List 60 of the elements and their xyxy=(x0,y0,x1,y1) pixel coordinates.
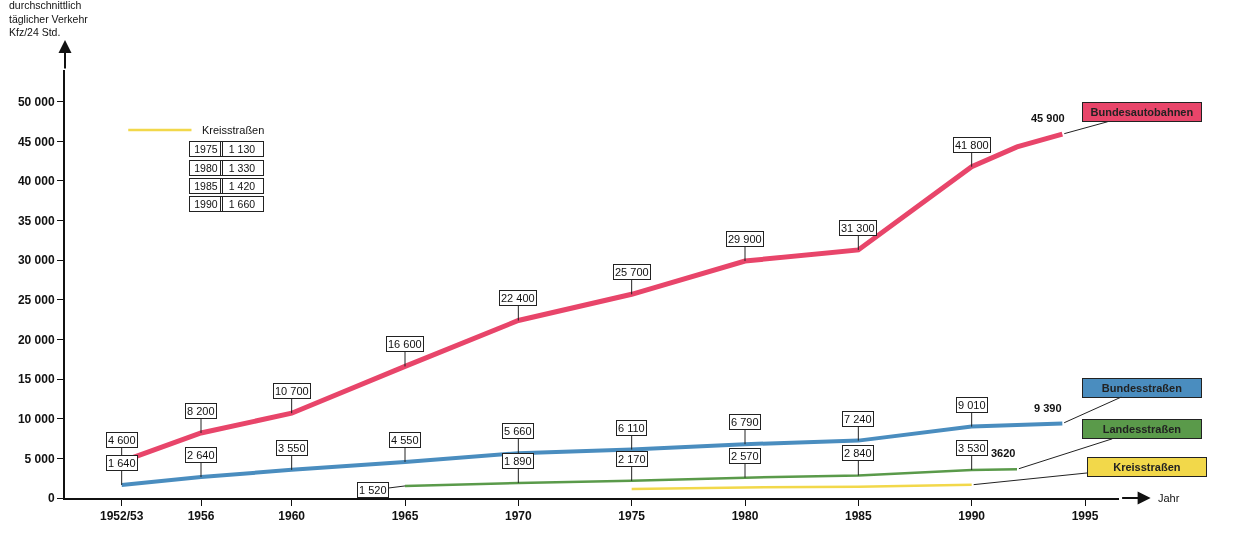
annotation: 1975 xyxy=(194,143,218,155)
data-label: 25 700 xyxy=(615,266,649,278)
name-tag: Kreisstraßen xyxy=(971,457,1207,486)
x-tick-label: 1960 xyxy=(278,509,306,524)
y-tick-label: 0 xyxy=(47,491,55,506)
data-label: 4 600 xyxy=(108,434,136,446)
data-label: 3 550 xyxy=(278,442,306,454)
annotation: 1 330 xyxy=(228,162,256,174)
x-tick-label: 1985 xyxy=(844,509,872,524)
data-label: 7 240 xyxy=(844,413,872,425)
data-label: 6 110 xyxy=(618,422,645,434)
x-tick-label: 1952/53 xyxy=(99,509,144,524)
data-label: 1 890 xyxy=(504,455,532,467)
data-label: 10 700 xyxy=(275,385,309,397)
annotation: 1990 xyxy=(194,198,218,210)
data-label: 2 170 xyxy=(618,453,646,465)
y-axis-title: durchschnittlich täglicher Verkehr Kfz/24 Std. xyxy=(9,0,89,39)
data-label: 45 900 xyxy=(1031,112,1065,124)
y-tick-label: 40 000 xyxy=(17,174,55,189)
data-label: 3 530 xyxy=(958,442,986,454)
annotation: 1 130 xyxy=(228,143,256,155)
y-tick-label: 20 000 xyxy=(17,332,55,347)
y-tick-label: 35 000 xyxy=(17,213,55,228)
data-label: 2 840 xyxy=(844,447,872,459)
data-label: 3620 xyxy=(991,447,1016,459)
x-tick-label: 1980 xyxy=(731,509,759,524)
data-label: 22 400 xyxy=(501,292,535,304)
y-tick-label: 5 000 xyxy=(24,451,55,466)
y-tick-label: 45 000 xyxy=(17,134,55,149)
y-tick-label: 25 000 xyxy=(17,293,55,308)
annotation: 1985 xyxy=(194,180,218,192)
text: Kreisstraßen xyxy=(202,124,265,136)
x-tick-label: 1956 xyxy=(187,509,215,524)
data-label: 41 800 xyxy=(955,139,989,151)
x-axis-title: Jahr xyxy=(1158,492,1180,504)
data-label: 16 600 xyxy=(388,338,422,350)
x-tick-label: 1970 xyxy=(504,509,532,524)
data-label: 29 900 xyxy=(728,233,762,245)
annotation: 1 420 xyxy=(228,180,256,192)
x-tick-label: 1975 xyxy=(618,509,646,524)
data-label: 9 390 xyxy=(1034,402,1062,414)
annotation: 1 660 xyxy=(228,198,256,210)
data-label: 1 520 xyxy=(359,484,387,496)
annotation: 1980 xyxy=(194,162,218,174)
data-label: 8 200 xyxy=(187,405,215,417)
data-label: 2 640 xyxy=(187,449,215,461)
y-tick-label: 30 000 xyxy=(17,253,55,268)
x-tick-label: 1990 xyxy=(958,509,986,524)
data-label: 5 660 xyxy=(504,425,532,437)
line-series xyxy=(403,468,1019,488)
y-tick-label: 10 000 xyxy=(17,411,55,426)
data-label: 6 790 xyxy=(731,416,759,428)
data-label: 4 550 xyxy=(391,434,419,446)
y-tick-label: 50 000 xyxy=(17,94,55,109)
data-label: 9 010 xyxy=(958,399,986,411)
x-tick-label: 1965 xyxy=(391,509,419,524)
data-label: 2 570 xyxy=(731,450,759,462)
x-tick-label: 1995 xyxy=(1071,509,1099,524)
data-label: 31 300 xyxy=(841,222,875,234)
y-tick-label: 15 000 xyxy=(17,372,55,387)
